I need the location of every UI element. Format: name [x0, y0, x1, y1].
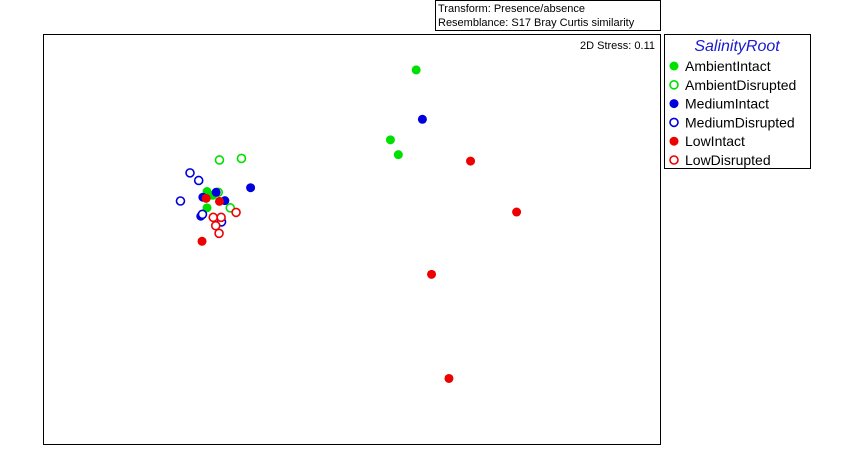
legend-label: LowDisrupted — [685, 152, 771, 168]
legend-items: AmbientIntact AmbientDisrupted MediumIntac… — [669, 58, 796, 168]
data-point — [185, 168, 195, 178]
data-point — [208, 212, 219, 223]
data-point — [427, 269, 437, 279]
data-point — [202, 203, 212, 213]
legend-label: MediumIntact — [685, 96, 769, 112]
legend-title: SalinityRoot — [694, 38, 780, 55]
data-point — [216, 212, 226, 223]
data-point — [211, 187, 221, 197]
legend-marker — [669, 117, 679, 128]
legend-marker — [669, 155, 679, 165]
stress-label: 2D Stress: 0.11 — [580, 40, 655, 52]
data-point — [193, 175, 204, 186]
legend-marker — [669, 136, 679, 146]
legend-marker — [669, 99, 679, 109]
plot-frame — [43, 34, 661, 445]
data-point — [197, 209, 208, 220]
legend-box — [664, 34, 811, 169]
data-point — [444, 373, 454, 383]
data-point — [512, 207, 522, 217]
transform-info-box — [435, 0, 661, 31]
transform-label: Transform: Presence/absence — [438, 3, 585, 15]
data-point — [214, 196, 224, 206]
legend-label: AmbientIntact — [685, 58, 771, 74]
legend-label: MediumDisrupted — [685, 114, 795, 130]
data-point — [466, 156, 476, 166]
data-point — [417, 114, 427, 124]
legend-label: AmbientDisrupted — [685, 77, 796, 93]
legend-marker — [669, 61, 679, 71]
resemblance-label: Resemblance: S17 Bray Curtis similarity — [438, 17, 635, 29]
data-point — [393, 150, 403, 160]
data-point — [231, 207, 241, 218]
scatter-points — [175, 65, 522, 383]
data-point — [197, 236, 207, 246]
legend-marker — [669, 80, 679, 90]
data-point — [246, 183, 256, 193]
data-point — [201, 193, 211, 203]
data-point — [214, 228, 224, 239]
data-point — [214, 155, 225, 165]
data-point — [210, 220, 221, 231]
data-point — [411, 65, 421, 75]
data-point — [385, 135, 395, 145]
data-point — [175, 196, 186, 206]
legend-label: LowIntact — [685, 133, 745, 149]
data-point — [236, 153, 247, 164]
